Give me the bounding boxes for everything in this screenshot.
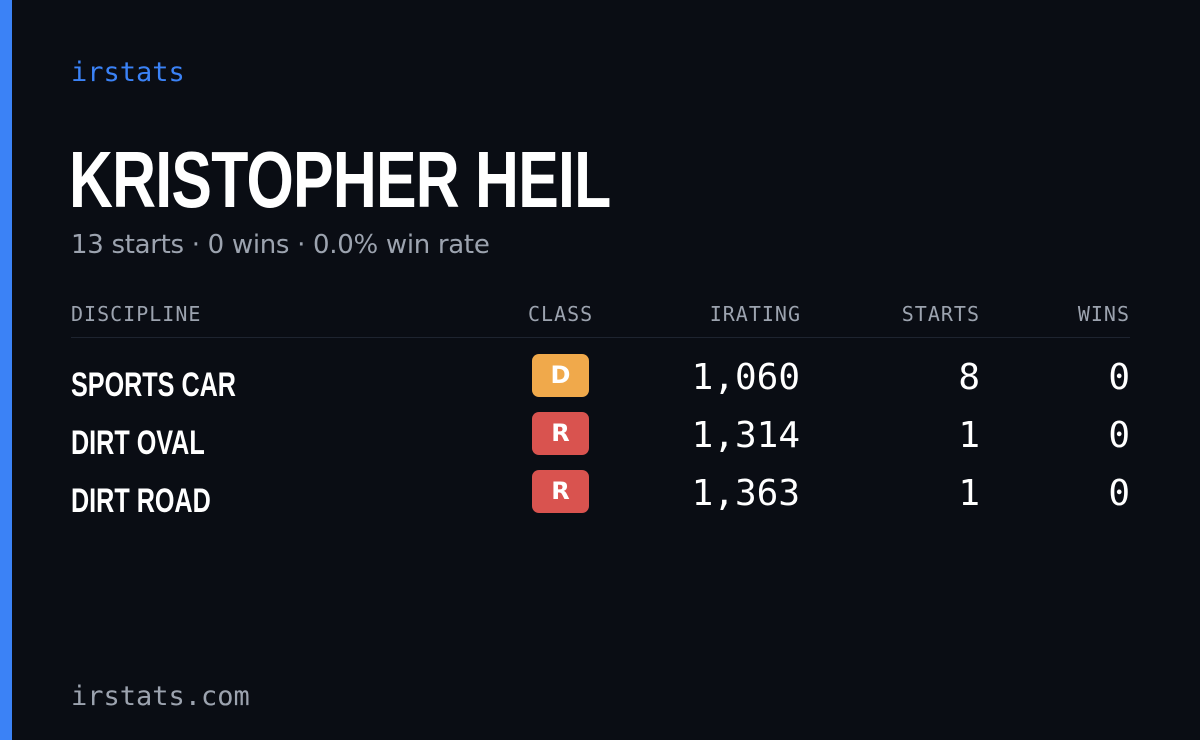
table-row: DIRT OVAL R 1,314 1 0 xyxy=(71,408,1130,466)
wins-value: 0 xyxy=(1108,415,1130,456)
discipline-name: DIRT OVAL xyxy=(71,424,205,462)
header-discipline: DISCIPLINE xyxy=(71,302,202,326)
class-badge: R xyxy=(532,412,589,455)
wins-value: 0 xyxy=(1108,357,1130,398)
header-irating: IRATING xyxy=(709,302,801,326)
brand-logo-text[interactable]: irstats xyxy=(71,57,185,88)
header-divider xyxy=(71,337,1130,338)
class-badge: R xyxy=(532,470,589,513)
footer-site-link[interactable]: irstats.com xyxy=(71,681,250,712)
header-class: CLASS xyxy=(528,302,594,326)
starts-value: 8 xyxy=(958,357,980,398)
driver-summary: 13 starts · 0 wins · 0.0% win rate xyxy=(71,230,490,260)
irating-value: 1,314 xyxy=(691,415,800,456)
class-badge: D xyxy=(532,354,589,397)
discipline-name: DIRT ROAD xyxy=(71,482,211,520)
accent-bar xyxy=(0,0,12,740)
header-wins: WINS xyxy=(1077,302,1130,326)
starts-value: 1 xyxy=(958,473,980,514)
irating-value: 1,363 xyxy=(691,473,800,514)
driver-name: KRISTOPHER HEIL xyxy=(69,135,611,224)
wins-value: 0 xyxy=(1108,473,1130,514)
table-row: SPORTS CAR D 1,060 8 0 xyxy=(71,350,1130,408)
discipline-name: SPORTS CAR xyxy=(71,366,236,404)
table-row: DIRT ROAD R 1,363 1 0 xyxy=(71,466,1130,524)
table-header: DISCIPLINE CLASS IRATING STARTS WINS xyxy=(71,300,1130,328)
starts-value: 1 xyxy=(958,415,980,456)
irating-value: 1,060 xyxy=(691,357,800,398)
header-starts: STARTS xyxy=(901,302,980,326)
